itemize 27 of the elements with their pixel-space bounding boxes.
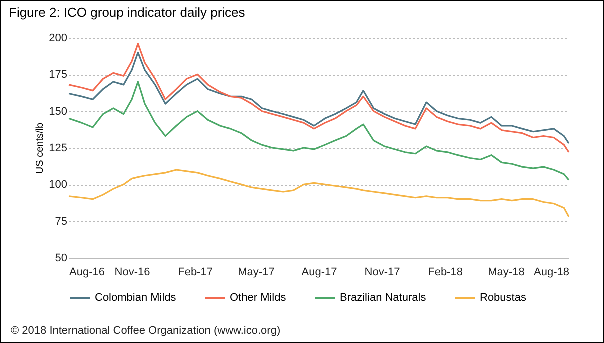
legend-label: Other Milds <box>230 292 287 304</box>
x-tick-label: Aug-16 <box>70 266 105 278</box>
legend-label: Robustas <box>480 292 527 304</box>
y-tick-label: 75 <box>55 216 68 228</box>
x-tick-label: May-17 <box>238 266 275 278</box>
legend-label: Brazilian Naturals <box>340 292 427 304</box>
line-series <box>68 169 570 218</box>
y-tick-label: 200 <box>49 32 68 44</box>
x-tick-label: Nov-16 <box>114 266 150 278</box>
y-tick-label: 50 <box>55 252 68 264</box>
y-tick-label: 100 <box>49 179 68 192</box>
x-tick-label: Nov-17 <box>364 266 400 278</box>
x-tick-label: Feb-17 <box>178 266 213 278</box>
text: © 2018 International Coffee Organization (www.ico.org) <box>11 325 281 337</box>
y-axis-title: US cents/lb <box>35 122 46 174</box>
x-tick-label: Aug-17 <box>302 266 338 278</box>
line-series <box>68 81 570 182</box>
x-tick-label: Aug-18 <box>534 266 570 278</box>
x-tick-label: Feb-18 <box>428 266 463 278</box>
y-tick-label: 125 <box>49 142 68 154</box>
x-tick-label: May-18 <box>488 266 525 278</box>
line-series <box>68 43 570 154</box>
chart-title: Figure 2: ICO group indicator daily prices <box>9 5 246 20</box>
y-tick-label: 175 <box>49 69 68 82</box>
legend-label: Colombian Milds <box>95 292 177 304</box>
y-tick-label: 150 <box>49 106 68 118</box>
line-series <box>68 52 570 144</box>
